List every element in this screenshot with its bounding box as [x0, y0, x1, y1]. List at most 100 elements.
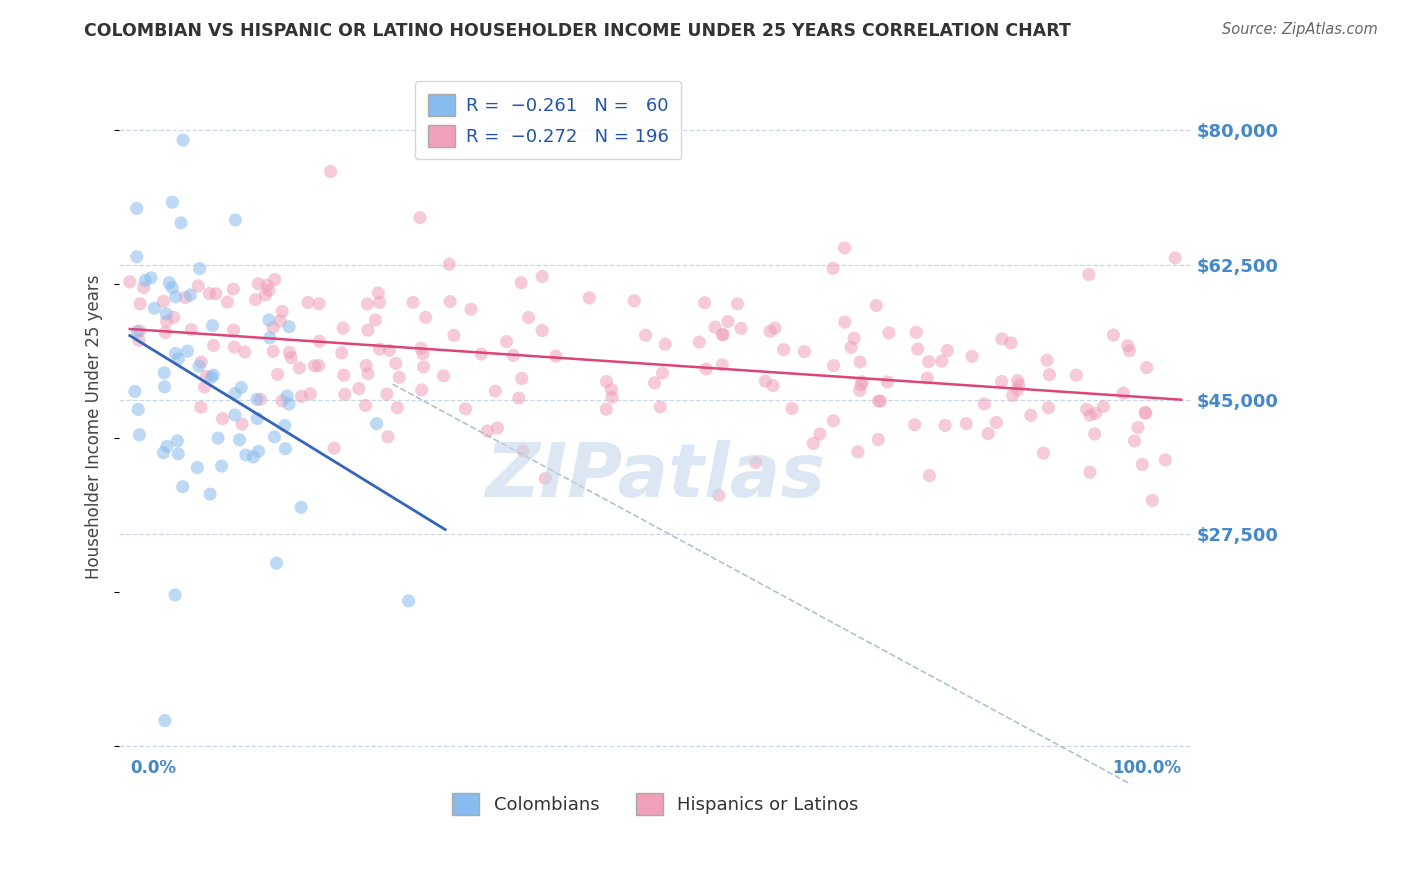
Point	[333, 368, 356, 383]
Point	[174, 290, 197, 304]
Point	[263, 272, 285, 286]
Point	[245, 293, 267, 307]
Point	[152, 294, 174, 309]
Point	[693, 295, 716, 310]
Point	[1118, 343, 1140, 358]
Point	[495, 334, 517, 349]
Point	[172, 133, 194, 147]
Point	[846, 445, 869, 459]
Point	[986, 416, 1008, 430]
Point	[931, 354, 953, 368]
Point	[354, 359, 377, 373]
Point	[308, 334, 330, 349]
Point	[388, 370, 411, 384]
Point	[727, 297, 749, 311]
Point	[643, 376, 665, 390]
Point	[246, 411, 269, 425]
Point	[1164, 251, 1187, 265]
Point	[730, 321, 752, 335]
Point	[848, 384, 870, 398]
Point	[711, 358, 734, 372]
Point	[364, 313, 387, 327]
Point	[960, 350, 983, 364]
Point	[165, 588, 187, 602]
Point	[163, 310, 186, 325]
Point	[1112, 386, 1135, 401]
Point	[695, 362, 717, 376]
Point	[711, 327, 734, 342]
Point	[132, 280, 155, 294]
Point	[823, 414, 845, 428]
Point	[808, 427, 831, 442]
Point	[195, 369, 218, 384]
Point	[368, 295, 391, 310]
Point	[190, 400, 212, 414]
Point	[242, 450, 264, 464]
Point	[198, 487, 221, 501]
Point	[278, 397, 301, 411]
Point	[167, 447, 190, 461]
Point	[155, 307, 177, 321]
Point	[288, 361, 311, 376]
Point	[128, 324, 150, 338]
Point	[1126, 420, 1149, 434]
Point	[990, 375, 1012, 389]
Point	[1078, 465, 1101, 479]
Point	[763, 321, 786, 335]
Point	[368, 342, 391, 356]
Point	[333, 387, 356, 401]
Point	[153, 366, 176, 380]
Point	[1000, 335, 1022, 350]
Point	[224, 340, 246, 354]
Point	[127, 325, 149, 339]
Point	[263, 430, 285, 444]
Point	[231, 380, 253, 394]
Point	[207, 431, 229, 445]
Point	[1032, 446, 1054, 460]
Point	[127, 402, 149, 417]
Point	[409, 341, 432, 355]
Point	[851, 375, 873, 389]
Point	[202, 368, 225, 383]
Point	[991, 332, 1014, 346]
Point	[918, 355, 941, 369]
Point	[780, 401, 803, 416]
Point	[134, 273, 156, 287]
Point	[1130, 458, 1153, 472]
Point	[308, 359, 330, 373]
Point	[222, 282, 245, 296]
Point	[595, 375, 617, 389]
Point	[1084, 406, 1107, 420]
Point	[153, 380, 176, 394]
Point	[415, 310, 437, 325]
Point	[254, 288, 277, 302]
Point	[1092, 400, 1115, 414]
Point	[330, 346, 353, 360]
Point	[165, 290, 187, 304]
Point	[299, 386, 322, 401]
Point	[188, 359, 211, 373]
Point	[347, 382, 370, 396]
Legend: Colombians, Hispanics or Latinos: Colombians, Hispanics or Latinos	[441, 781, 869, 825]
Point	[1077, 268, 1099, 282]
Point	[402, 295, 425, 310]
Point	[600, 383, 623, 397]
Point	[600, 390, 623, 404]
Point	[821, 261, 844, 276]
Point	[278, 345, 301, 359]
Point	[162, 195, 184, 210]
Y-axis label: Householder Income Under 25 years: Householder Income Under 25 years	[86, 274, 103, 579]
Point	[1036, 353, 1059, 368]
Point	[259, 331, 281, 345]
Point	[200, 370, 222, 384]
Point	[470, 347, 492, 361]
Point	[125, 250, 148, 264]
Point	[304, 359, 326, 373]
Point	[454, 401, 477, 416]
Point	[1154, 453, 1177, 467]
Point	[865, 299, 887, 313]
Point	[460, 302, 482, 317]
Point	[1038, 401, 1060, 415]
Point	[166, 434, 188, 448]
Point	[153, 714, 176, 728]
